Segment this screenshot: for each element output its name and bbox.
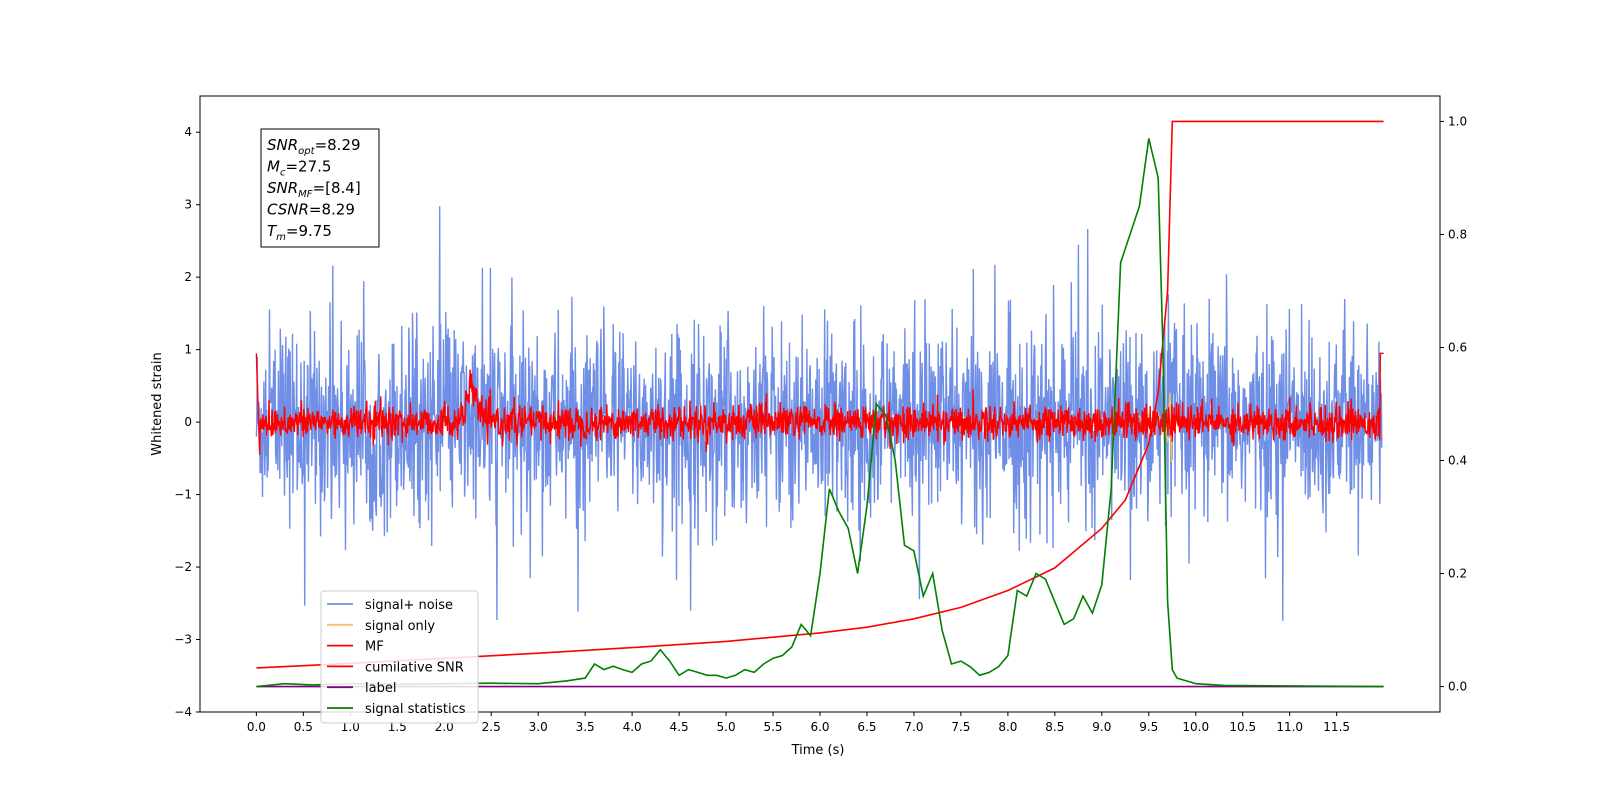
x-tick-label: 7.0 <box>904 720 923 734</box>
x-tick-label: 10.5 <box>1229 720 1256 734</box>
y-tick-label: −2 <box>174 560 192 574</box>
annotation-line: SNRopt=8.29 <box>267 136 361 157</box>
series-mf-line <box>255 352 1384 455</box>
y-tick-label: −1 <box>174 488 192 502</box>
y2-tick-label: 1.0 <box>1448 114 1467 128</box>
legend-label: MF <box>365 640 384 655</box>
x-tick-label: 4.0 <box>623 720 642 734</box>
y2-tick-label: 0.0 <box>1448 680 1467 694</box>
x-tick-label: 8.0 <box>998 720 1017 734</box>
x-tick-label: 2.5 <box>482 720 501 734</box>
plot-area <box>255 120 1384 688</box>
x-tick-label: 10.0 <box>1182 720 1209 734</box>
y-tick-label: −4 <box>174 705 192 719</box>
legend-label: cumilative SNR <box>365 660 464 675</box>
y-axis: 4 3 2 1 0 −1 −2 −3 −4 <box>174 125 200 719</box>
y-tick-label: 4 <box>184 125 192 139</box>
y2-tick-label: 0.8 <box>1448 227 1467 241</box>
y-axis-label: Whitened strain <box>150 352 165 455</box>
x-axis-label: Time (s) <box>791 743 845 758</box>
y-tick-label: 1 <box>184 343 192 357</box>
y2-tick-label: 0.2 <box>1448 567 1467 581</box>
series-signal-statistics-line <box>256 138 1384 688</box>
y-tick-label: 3 <box>184 198 192 212</box>
x-tick-label: 0.5 <box>294 720 313 734</box>
y2-tick-label: 0.4 <box>1448 454 1467 468</box>
y-tick-label: 0 <box>184 415 192 429</box>
annotation-frame <box>260 128 380 248</box>
legend-frame <box>320 590 479 724</box>
x-tick-label: 8.5 <box>1045 720 1064 734</box>
x-tick-label: 5.5 <box>763 720 782 734</box>
y-tick-label: 2 <box>184 270 192 284</box>
x-tick-label: 9.0 <box>1092 720 1111 734</box>
x-tick-label: 7.5 <box>951 720 970 734</box>
x-tick-label: 5.0 <box>717 720 736 734</box>
annotation-line: SNRMF=[8.4] <box>267 179 361 200</box>
legend-label: signal+ noise <box>365 598 453 613</box>
y-tick-label: −3 <box>174 633 192 647</box>
x-tick-label: 6.0 <box>810 720 829 734</box>
x-tick-label: 0.0 <box>247 720 266 734</box>
x-tick-label: 3.5 <box>576 720 595 734</box>
x-tick-label: 4.5 <box>670 720 689 734</box>
legend: signal+ noise signal only MF cumilative SNR… <box>320 590 479 724</box>
series-cumulative-snr-line <box>256 120 1384 669</box>
x-tick-label: 9.5 <box>1139 720 1158 734</box>
annotation-line: Mc=27.5 <box>267 158 331 179</box>
x-tick-label: 11.0 <box>1276 720 1303 734</box>
x-tick-label: 11.5 <box>1323 720 1350 734</box>
y2-axis: 1.0 0.8 0.6 0.4 0.2 0.0 <box>1440 114 1467 694</box>
x-tick-label: 6.5 <box>857 720 876 734</box>
annotation-line: CSNR=8.29 <box>267 201 355 219</box>
legend-label: signal statistics <box>365 702 466 717</box>
legend-label: label <box>365 681 396 696</box>
annotation-line: Tm=9.75 <box>267 222 332 243</box>
legend-label: signal only <box>365 619 435 634</box>
series-signal-noise-line <box>255 206 1383 621</box>
x-tick-label: 3.0 <box>529 720 548 734</box>
y2-tick-label: 0.6 <box>1448 340 1467 354</box>
